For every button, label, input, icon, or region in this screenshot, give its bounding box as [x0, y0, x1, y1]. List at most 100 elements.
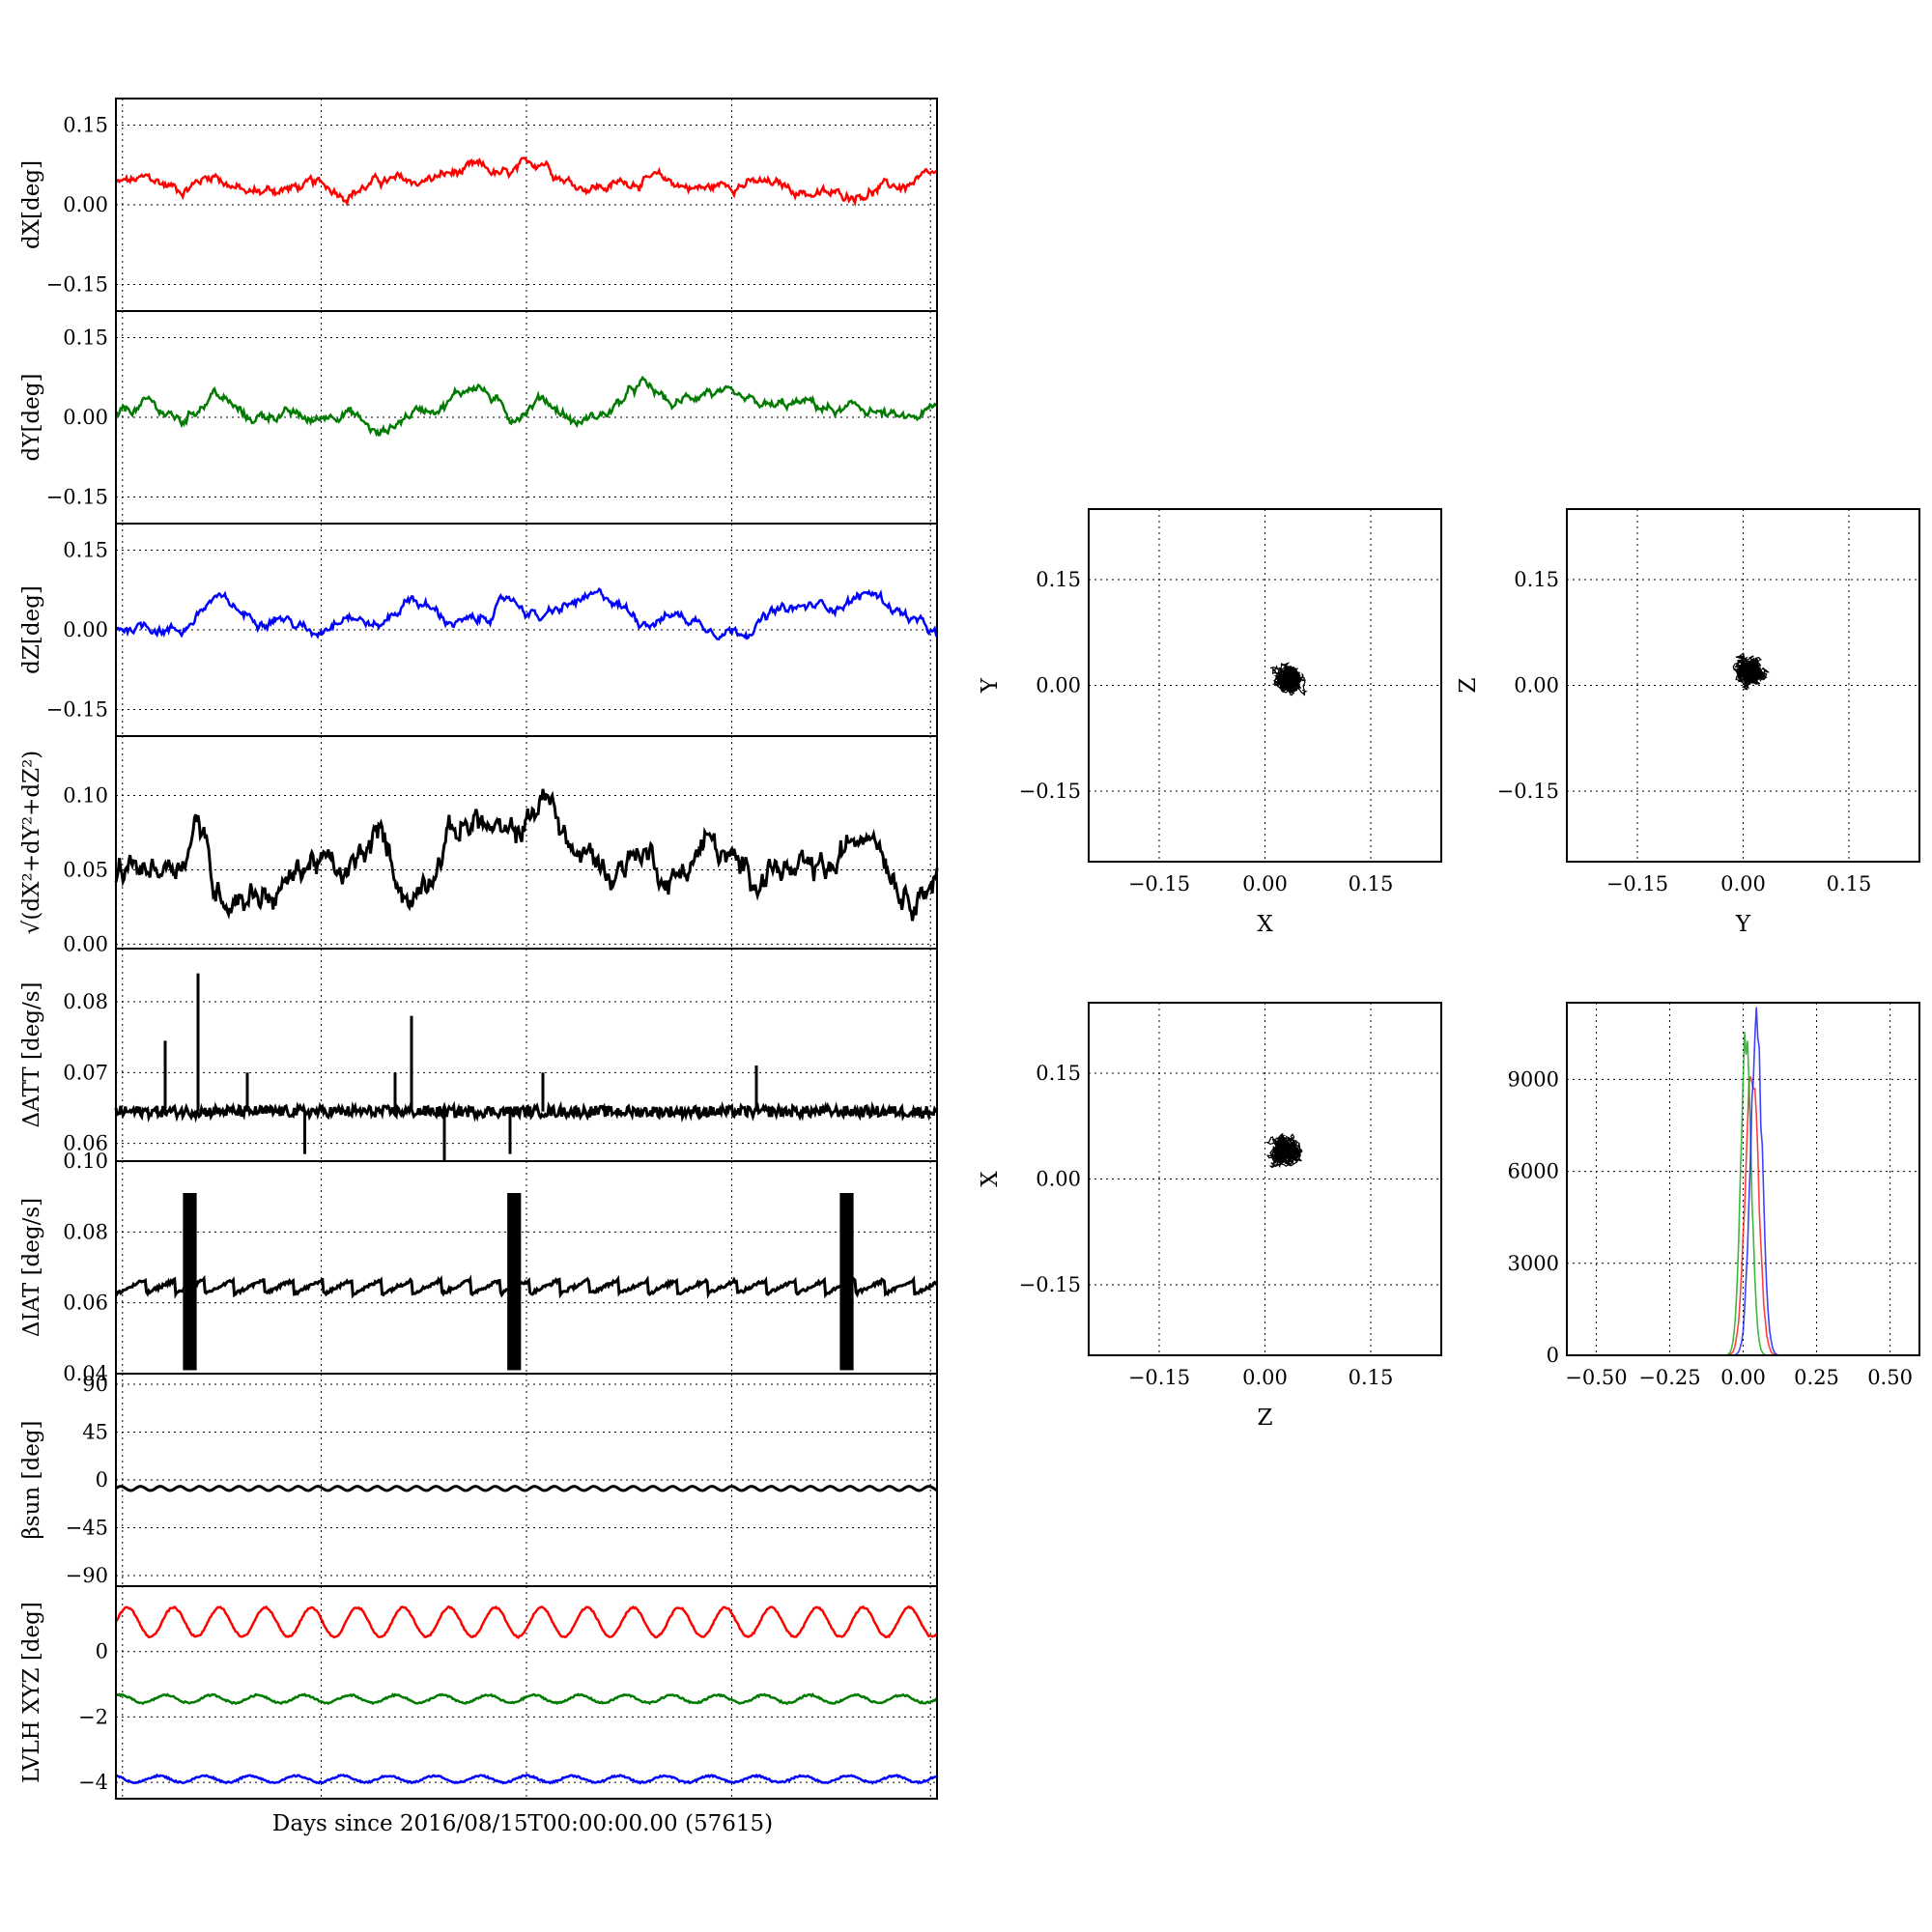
series-line	[114, 1100, 938, 1123]
y-axis-label: dY[deg]	[19, 374, 44, 462]
panel-xy: −0.15 −0.15 0.00 0.00 0.15 0.15 X Y	[978, 508, 1442, 937]
panel-frame	[1566, 1002, 1920, 1356]
y-axis-label: dZ[deg]	[19, 585, 44, 674]
y-tick-label: 0.15	[1036, 1062, 1081, 1085]
series-line	[114, 156, 938, 208]
x-axis-label: Y	[1735, 912, 1751, 937]
y-tick-label: 6000	[1508, 1160, 1559, 1183]
y-tick-label: 0.00	[63, 193, 108, 216]
panel-hist: −0.50 −0.25 0.00 0.25 0.50 0 3000 6000 9000	[1508, 1002, 1920, 1389]
panel-frame	[1088, 1002, 1442, 1356]
histogram-line	[1567, 1032, 1919, 1356]
y-tick-label: 0.00	[1036, 1168, 1081, 1191]
y-tick-label: 0.06	[63, 1292, 108, 1315]
panel-frame	[1088, 508, 1442, 863]
y-tick-label: 3000	[1508, 1252, 1559, 1275]
x-axis-label: Z	[1258, 1406, 1273, 1431]
panel-drss: 0.10 0.05 0.00 √(dX²+dY²+dZ²)	[19, 735, 939, 955]
panel-frame	[1566, 508, 1920, 863]
x-tick-label: −0.50	[1565, 1366, 1627, 1389]
y-tick-label: 0.08	[63, 990, 108, 1013]
panel-dy: 0.15 0.00 −0.15 dY[deg]	[19, 310, 938, 525]
series-line	[114, 1274, 938, 1299]
x-tick-label: −0.25	[1638, 1366, 1700, 1389]
y-tick-label: 0.00	[63, 618, 108, 641]
panel-yz: −0.15 −0.15 0.00 0.00 0.15 0.15 Y Z	[1456, 508, 1920, 937]
panel-beta: 90 45 0 −45 −90 βsun [deg]	[19, 1373, 938, 1587]
x-tick-label: 0.00	[1242, 872, 1288, 895]
y-axis-label: √(dX²+dY²+dZ²)	[19, 751, 44, 935]
y-tick-label: 0.00	[1036, 674, 1081, 697]
panel-frame	[115, 1585, 938, 1800]
y-tick-label: 90	[82, 1373, 108, 1396]
x-tick-label: 0.00	[1720, 872, 1766, 895]
y-tick-label: 0.15	[63, 114, 108, 137]
y-tick-label: −0.15	[46, 273, 108, 297]
x-tick-label: 0.15	[1827, 872, 1872, 895]
panel-zx: −0.15 −0.15 0.00 0.00 0.15 0.15 Z X	[978, 1002, 1442, 1431]
y-tick-label: 0.15	[1514, 568, 1559, 591]
panel-datt: 0.08 0.07 0.06 ΔATT [deg/s]	[19, 948, 938, 1162]
y-tick-label: 0	[1547, 1344, 1559, 1367]
panel-diat: 0.10 0.08 0.06 0.04 ΔIAT [deg/s]	[19, 1150, 938, 1385]
y-tick-label: 0.04	[63, 1362, 108, 1385]
y-tick-label: 0.05	[63, 858, 108, 881]
y-tick-label: −0.15	[46, 698, 108, 722]
y-tick-label: −0.15	[46, 486, 108, 509]
y-axis-label: LVLH XYZ [deg]	[19, 1602, 44, 1783]
x-tick-label: 0.00	[1242, 1366, 1288, 1389]
x-tick-label: −0.15	[1128, 1366, 1190, 1389]
y-axis-label: ΔIAT [deg/s]	[19, 1198, 44, 1337]
y-tick-label: −0.15	[1019, 780, 1081, 803]
y-axis-label: Z	[1456, 677, 1481, 693]
y-tick-label: 0.00	[1514, 674, 1559, 697]
y-tick-label: −45	[66, 1517, 108, 1540]
y-tick-label: 0.15	[63, 327, 108, 350]
y-tick-label: −4	[78, 1771, 108, 1794]
series-line	[114, 788, 939, 922]
scatter-trace	[1264, 1132, 1303, 1169]
y-tick-label: 0.15	[1036, 568, 1081, 591]
y-axis-label: Y	[978, 677, 1003, 694]
series-line	[115, 375, 938, 438]
panel-lvlh: 0 −2 −4 LVLH XYZ [deg]	[19, 1585, 938, 1800]
x-tick-label: 0.25	[1794, 1366, 1839, 1389]
x-tick-label: −0.15	[1606, 872, 1668, 895]
scatter-trace	[1732, 652, 1771, 691]
y-tick-label: −90	[66, 1564, 108, 1587]
y-tick-label: 9000	[1508, 1067, 1559, 1091]
scatter-trace	[1269, 662, 1308, 696]
x-axis-label: X	[1257, 912, 1273, 937]
y-tick-label: −0.15	[1019, 1273, 1081, 1296]
x-tick-label: −0.15	[1128, 872, 1190, 895]
y-tick-label: 0.10	[63, 1150, 108, 1173]
x-axis-label: Days since 2016/08/15T00:00:00.00 (57615…	[272, 1811, 773, 1836]
y-axis-label: ΔATT [deg/s]	[19, 982, 44, 1128]
series-line	[115, 1773, 938, 1785]
series-line	[114, 1605, 938, 1639]
y-tick-label: 45	[82, 1421, 108, 1444]
y-tick-label: 0.00	[63, 932, 108, 955]
y-tick-label: 0	[96, 1640, 108, 1663]
histogram-line	[1567, 1076, 1919, 1356]
y-tick-label: −2	[78, 1705, 108, 1728]
series-line	[115, 1692, 938, 1706]
y-tick-label: −0.15	[1497, 780, 1559, 803]
y-axis-label: dX[deg]	[19, 160, 44, 249]
y-axis-label: X	[978, 1171, 1003, 1187]
y-tick-label: 0	[96, 1468, 108, 1492]
x-tick-label: 0.50	[1867, 1366, 1913, 1389]
y-tick-label: 0.07	[63, 1061, 108, 1084]
y-tick-label: 0.15	[63, 539, 108, 562]
y-tick-label: 0.10	[63, 784, 108, 808]
x-tick-label: 0.15	[1349, 1366, 1394, 1389]
y-tick-label: 0.06	[63, 1132, 108, 1155]
series-line	[115, 587, 939, 641]
x-tick-label: 0.00	[1720, 1366, 1766, 1389]
y-tick-label: 0.08	[63, 1220, 108, 1243]
y-axis-label: βsun [deg]	[19, 1420, 44, 1539]
series-line	[115, 1485, 938, 1492]
